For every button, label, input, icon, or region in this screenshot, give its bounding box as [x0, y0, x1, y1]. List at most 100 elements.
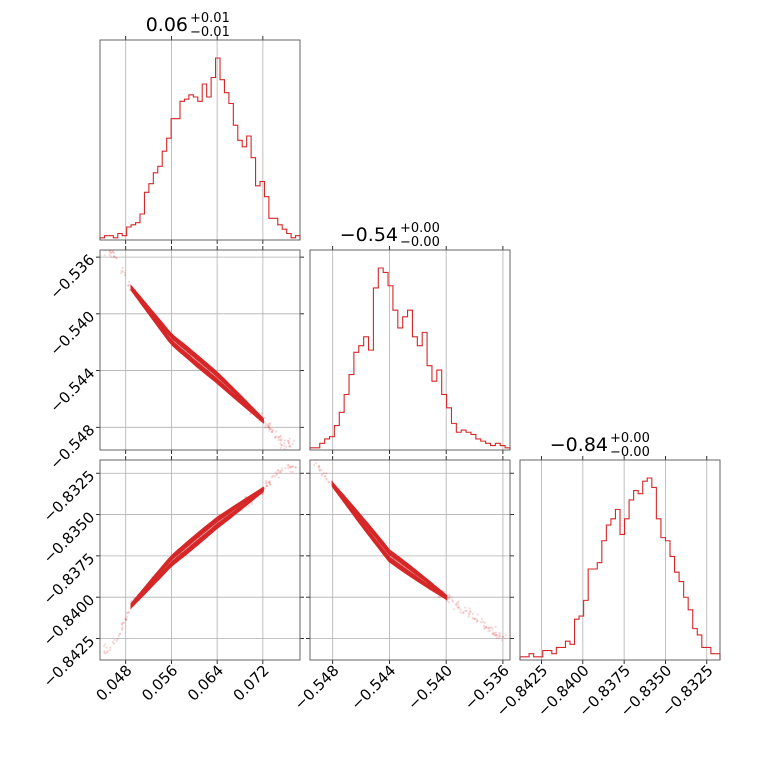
sample-point: [285, 445, 288, 449]
sample-point: [249, 413, 252, 416]
x-axis-labels-col-1: −0.548 −0.544 −0.540 −0.536: [291, 662, 513, 714]
sample-point: [288, 444, 292, 447]
sample-point: [480, 618, 484, 621]
histogram-2: [519, 477, 721, 660]
sample-point: [274, 471, 277, 474]
sample-point: [325, 478, 328, 481]
sample-point: [494, 625, 497, 629]
sample-point: [109, 646, 112, 649]
sample-point: [279, 446, 282, 449]
panel-title-2: −0.84 +0.00−0.00: [550, 431, 650, 460]
sample-point: [457, 605, 460, 609]
sample-point: [270, 430, 273, 433]
sample-point: [287, 441, 290, 444]
sample-point: [287, 445, 291, 448]
sample-point: [260, 412, 264, 415]
sample-point: [267, 424, 270, 427]
sample-point: [504, 637, 507, 640]
panel-1-0: [96, 245, 304, 454]
sample-point: [474, 617, 477, 620]
sample-point: [493, 633, 496, 636]
sample-point: [325, 477, 328, 480]
sample-point: [270, 428, 273, 431]
sample-point: [121, 626, 124, 629]
sample-point: [318, 469, 321, 472]
sample-point: [455, 601, 459, 604]
sample-point: [268, 422, 271, 425]
sample-point: [273, 475, 276, 478]
sample-point: [482, 624, 485, 627]
x-tick-label: −0.540: [404, 662, 456, 714]
x-tick-label: −0.548: [291, 662, 343, 714]
sample-point: [497, 634, 500, 638]
sample-point: [264, 416, 267, 419]
histogram-0: [99, 57, 301, 240]
sample-point: [266, 425, 269, 428]
sample-point: [289, 470, 292, 473]
sample-point: [491, 632, 494, 635]
sample-point: [277, 436, 280, 439]
sample-point: [267, 426, 270, 429]
sample-point: [469, 610, 472, 613]
x-tick-label: 0.072: [230, 662, 273, 705]
sample-point: [120, 271, 123, 275]
sample-point: [111, 641, 115, 644]
sample-point: [498, 635, 501, 638]
sample-point: [324, 475, 327, 478]
sample-point: [112, 250, 115, 254]
sample-point: [327, 481, 330, 484]
sample-point: [263, 487, 266, 490]
sample-point: [318, 464, 321, 468]
sample-point: [128, 280, 131, 283]
sample-point: [476, 613, 479, 616]
sample-point: [476, 619, 479, 623]
y-axis-labels-row-1: −0.548−0.544−0.540−0.536: [46, 251, 98, 473]
sample-point: [447, 596, 450, 599]
sample-point: [280, 439, 283, 442]
sample-point: [286, 467, 290, 470]
sample-point: [465, 609, 468, 612]
sample-point: [115, 639, 118, 642]
sample-point: [437, 595, 440, 598]
sample-point: [472, 617, 475, 621]
sample-point: [108, 648, 111, 652]
y-tick-label: −0.536: [46, 251, 98, 303]
sample-point: [107, 245, 109, 247]
sample-point: [122, 621, 125, 624]
title-plus: +0.01: [190, 11, 230, 26]
sample-point: [471, 616, 475, 619]
sample-point: [268, 480, 271, 483]
sample-point: [103, 651, 106, 654]
sample-point: [448, 593, 451, 596]
sample-point: [271, 475, 275, 478]
sample-point: [103, 254, 106, 257]
y-tick-label: −0.548: [46, 421, 98, 473]
sample-point: [115, 257, 118, 260]
sample-point: [468, 607, 471, 610]
sample-point: [481, 620, 485, 624]
sample-point: [493, 631, 496, 634]
sample-point: [485, 626, 488, 629]
sample-point: [265, 481, 268, 484]
sample-point: [121, 623, 124, 626]
sample-point: [320, 474, 323, 477]
sample-point: [268, 481, 271, 484]
title-value: −0.54: [340, 224, 398, 246]
sample-point: [325, 472, 328, 475]
sample-point: [462, 611, 465, 615]
sample-point: [277, 468, 280, 472]
sample-point: [454, 603, 458, 606]
sample-point: [111, 250, 114, 253]
sample-point: [487, 627, 491, 630]
sample-point: [494, 634, 497, 637]
sample-point: [457, 607, 461, 610]
sample-point: [328, 480, 331, 483]
sample-point: [288, 466, 291, 469]
sample-point: [283, 448, 286, 450]
sample-point: [501, 639, 504, 642]
sample-point: [491, 628, 494, 631]
sample-point: [321, 473, 324, 476]
x-tick-label: 0.064: [184, 662, 227, 705]
sample-point: [109, 251, 112, 255]
